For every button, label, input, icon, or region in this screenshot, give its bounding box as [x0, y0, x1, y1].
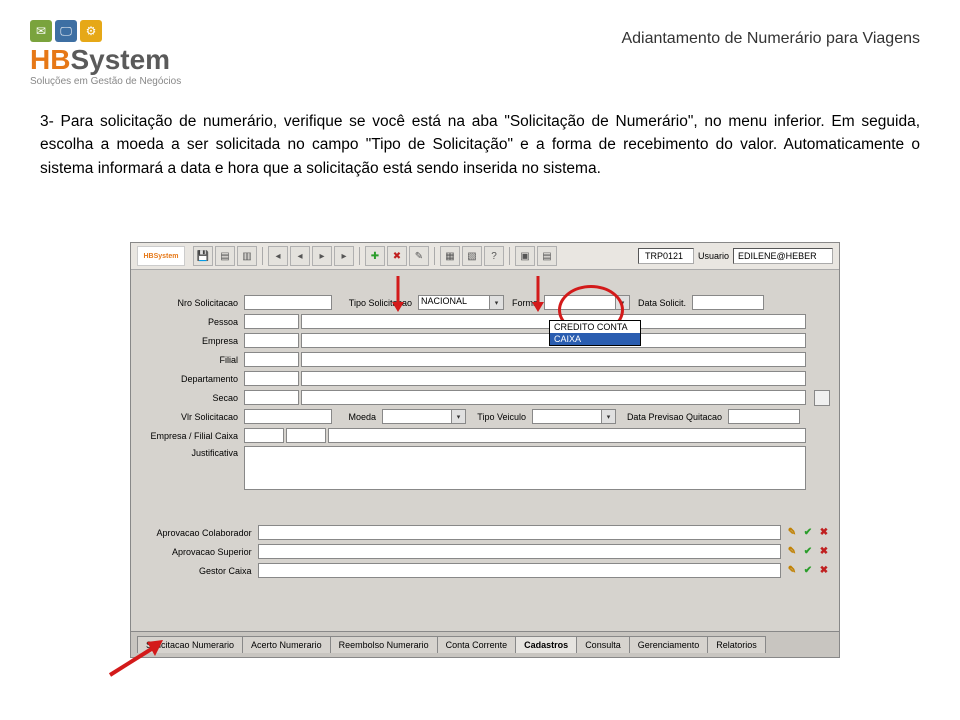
tab-acerto[interactable]: Acerto Numerario: [242, 636, 331, 653]
datasol-input[interactable]: [692, 295, 764, 310]
tb-btn-3[interactable]: ▥: [237, 246, 257, 266]
tab-gerenciamento[interactable]: Gerenciamento: [629, 636, 709, 653]
apsup-input[interactable]: [258, 544, 781, 559]
empfilial-label: Empresa / Filial Caixa: [139, 431, 244, 441]
empfilial-c2[interactable]: [286, 428, 326, 443]
tab-cadastros[interactable]: Cadastros: [515, 636, 577, 653]
depto-name[interactable]: [301, 371, 806, 386]
empresa-code[interactable]: [244, 333, 299, 348]
add-icon[interactable]: ✚: [365, 246, 385, 266]
x-icon[interactable]: ✖: [817, 526, 831, 540]
check-icon[interactable]: ✔: [801, 564, 815, 578]
mini-logo: HBSystem: [137, 246, 185, 266]
page-title: Adiantamento de Numerário para Viagens: [621, 30, 920, 48]
tab-consulta[interactable]: Consulta: [576, 636, 630, 653]
gestor-input[interactable]: [258, 563, 781, 578]
user-value: EDILENE@HEBER: [733, 248, 833, 264]
secao-code[interactable]: [244, 390, 299, 405]
tipo-dropdown-btn[interactable]: ▾: [490, 295, 504, 310]
pessoa-label: Pessoa: [139, 317, 244, 327]
vlr-label: Vlr Solicitacao: [139, 412, 244, 422]
pencil-icon[interactable]: ✎: [785, 545, 799, 559]
screen-code: TRP0121: [638, 248, 694, 264]
calendar-icon[interactable]: [814, 390, 830, 406]
save-icon[interactable]: 💾: [193, 246, 213, 266]
empresa-label: Empresa: [139, 336, 244, 346]
x-icon[interactable]: ✖: [817, 545, 831, 559]
last-icon[interactable]: ▸: [334, 246, 354, 266]
forma-dropdown-list[interactable]: CREDITO CONTA CAIXA: [549, 320, 641, 346]
justif-label: Justificativa: [139, 446, 244, 458]
user-label: Usuario: [698, 251, 729, 261]
justif-input[interactable]: [244, 446, 806, 490]
pencil-icon[interactable]: ✎: [785, 526, 799, 540]
red-arrow-1: [390, 276, 406, 312]
moeda-label: Moeda: [332, 412, 382, 422]
nro-label: Nro Solicitacao: [139, 298, 244, 308]
tipoveic-dd[interactable]: ▾: [602, 409, 616, 424]
tb-btn-2[interactable]: ▤: [215, 246, 235, 266]
logo-icon-3: ⚙: [86, 24, 97, 38]
prev-icon[interactable]: ◂: [290, 246, 310, 266]
empfilial-c1[interactable]: [244, 428, 284, 443]
dataprev-input[interactable]: [728, 409, 800, 424]
logo-icon-2: 🖵: [60, 24, 72, 39]
moeda-input[interactable]: [382, 409, 452, 424]
body-paragraph: 3- Para solicitação de numerário, verifi…: [40, 110, 920, 180]
check-icon[interactable]: ✔: [801, 526, 815, 540]
filial-label: Filial: [139, 355, 244, 365]
edit-icon[interactable]: ✎: [409, 246, 429, 266]
logo-tagline: Soluções em Gestão de Negócios: [30, 76, 200, 87]
tab-reembolso[interactable]: Reembolso Numerario: [330, 636, 438, 653]
secao-label: Secao: [139, 393, 244, 403]
apsup-label: Aprovacao Superior: [139, 547, 258, 557]
tb-btn-15[interactable]: ▤: [537, 246, 557, 266]
form-area: Nro Solicitacao Tipo Solicitacao NACIONA…: [131, 270, 839, 631]
dd-item-2[interactable]: CAIXA: [550, 333, 640, 345]
apcolab-input[interactable]: [258, 525, 781, 540]
datasol-label: Data Solicit.: [630, 298, 692, 308]
next-icon[interactable]: ▸: [312, 246, 332, 266]
x-icon[interactable]: ✖: [817, 564, 831, 578]
dd-item-1[interactable]: CREDITO CONTA: [550, 321, 640, 333]
check-icon[interactable]: ✔: [801, 545, 815, 559]
help-icon[interactable]: ?: [484, 246, 504, 266]
pessoa-code[interactable]: [244, 314, 299, 329]
logo: ✉ 🖵 ⚙ HBSystem Soluções em Gestão de Neg…: [30, 20, 200, 87]
vlr-input[interactable]: [244, 409, 332, 424]
dataprev-label: Data Previsao Quitacao: [616, 412, 728, 422]
moeda-dd[interactable]: ▾: [452, 409, 466, 424]
tab-relatorios[interactable]: Relatorios: [707, 636, 766, 653]
toolbar: HBSystem 💾 ▤ ▥ ◂ ◂ ▸ ▸ ✚ ✖ ✎ ▦ ▧ ? ▣ ▤ T…: [131, 243, 839, 270]
depto-code[interactable]: [244, 371, 299, 386]
depto-label: Departamento: [139, 374, 244, 384]
tab-contacorrente[interactable]: Conta Corrente: [437, 636, 517, 653]
tipoveic-label: Tipo Veiculo: [466, 412, 532, 422]
tipoveic-input[interactable]: [532, 409, 602, 424]
nro-input[interactable]: [244, 295, 332, 310]
tb-btn-14[interactable]: ▣: [515, 246, 535, 266]
tipo-input[interactable]: NACIONAL: [418, 295, 490, 310]
secao-name[interactable]: [301, 390, 806, 405]
gestor-label: Gestor Caixa: [139, 566, 258, 576]
logo-hb: HB: [30, 44, 70, 76]
tb-btn-11[interactable]: ▦: [440, 246, 460, 266]
filial-code[interactable]: [244, 352, 299, 367]
logo-sys: System: [70, 44, 170, 76]
apcolab-label: Aprovacao Colaborador: [139, 528, 258, 538]
red-arrow-bottom: [105, 640, 165, 685]
filial-name[interactable]: [301, 352, 806, 367]
pencil-icon[interactable]: ✎: [785, 564, 799, 578]
app-screenshot: HBSystem 💾 ▤ ▥ ◂ ◂ ▸ ▸ ✚ ✖ ✎ ▦ ▧ ? ▣ ▤ T…: [130, 242, 840, 658]
logo-icon-1: ✉: [36, 24, 46, 38]
tb-btn-12[interactable]: ▧: [462, 246, 482, 266]
tab-bar: Solicitacao Numerario Acerto Numerario R…: [131, 631, 839, 657]
delete-icon[interactable]: ✖: [387, 246, 407, 266]
first-icon[interactable]: ◂: [268, 246, 288, 266]
red-arrow-2: [530, 276, 546, 312]
empfilial-name[interactable]: [328, 428, 806, 443]
